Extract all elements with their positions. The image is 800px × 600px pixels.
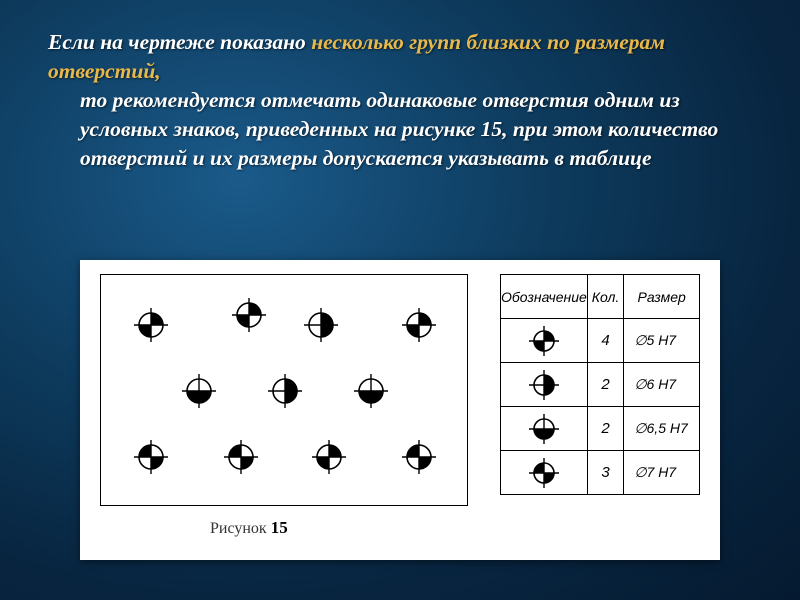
cell-symbol bbox=[501, 363, 588, 407]
markers-layer bbox=[101, 275, 469, 507]
caption-label: Рисунок bbox=[210, 520, 267, 537]
cell-count: 2 bbox=[587, 407, 624, 451]
cell-size: ∅7 H7 bbox=[624, 451, 700, 495]
hole-marker bbox=[268, 374, 302, 408]
cell-size: ∅6 H7 bbox=[624, 363, 700, 407]
table-row: 2∅6 H7 bbox=[501, 363, 700, 407]
text-body: то рекомендуется отмечать одинаковые отв… bbox=[48, 86, 752, 173]
drawing-box bbox=[100, 274, 468, 506]
col-header-count: Кол. bbox=[587, 275, 624, 319]
cell-symbol bbox=[501, 407, 588, 451]
hole-marker bbox=[134, 440, 168, 474]
hole-marker bbox=[224, 440, 258, 474]
slide-paragraph: Если на чертеже показано несколько групп… bbox=[48, 28, 752, 173]
table-row: 4∅5 H7 bbox=[501, 319, 700, 363]
hole-marker bbox=[312, 440, 346, 474]
hole-marker bbox=[304, 308, 338, 342]
cell-symbol bbox=[501, 451, 588, 495]
col-header-size: Размер bbox=[624, 275, 700, 319]
text-lead: Если на чертеже показано bbox=[48, 30, 311, 54]
specification-table: Обозначение Кол. Размер 4∅5 H7 2∅6 H7 2∅… bbox=[500, 274, 700, 495]
col-header-symbol: Обозначение bbox=[501, 275, 588, 319]
hole-marker bbox=[182, 374, 216, 408]
cell-count: 4 bbox=[587, 319, 624, 363]
table-row: 3∅7 H7 bbox=[501, 451, 700, 495]
cell-count: 3 bbox=[587, 451, 624, 495]
caption-number: 15 bbox=[271, 518, 288, 537]
hole-marker bbox=[134, 308, 168, 342]
figure-panel: Обозначение Кол. Размер 4∅5 H7 2∅6 H7 2∅… bbox=[80, 260, 720, 560]
cell-size: ∅5 H7 bbox=[624, 319, 700, 363]
cell-count: 2 bbox=[587, 363, 624, 407]
cell-size: ∅6,5 H7 bbox=[624, 407, 700, 451]
hole-marker bbox=[402, 440, 436, 474]
figure-caption: Рисунок 15 bbox=[210, 518, 288, 538]
cell-symbol bbox=[501, 319, 588, 363]
hole-marker bbox=[354, 374, 388, 408]
hole-marker bbox=[402, 308, 436, 342]
table-row: 2∅6,5 H7 bbox=[501, 407, 700, 451]
hole-marker bbox=[232, 298, 266, 332]
